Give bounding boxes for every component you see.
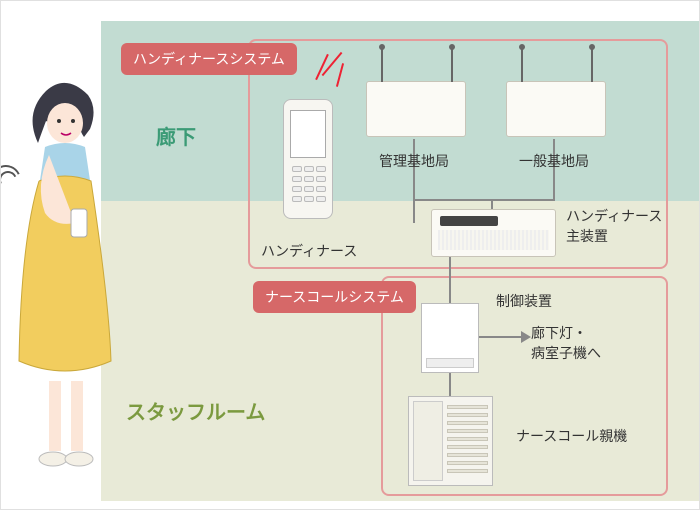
antenna-icon xyxy=(381,48,383,82)
wire xyxy=(479,336,521,338)
label-base-mgmt: 管理基地局 xyxy=(379,151,449,171)
nursecall-system-pill: ナースコールシステム xyxy=(253,281,416,313)
device-handset xyxy=(283,99,333,219)
zone-staffroom-label: スタッフルーム xyxy=(126,396,265,425)
antenna-icon xyxy=(451,48,453,82)
device-base-mgmt xyxy=(366,81,466,137)
label-base-gen: 一般基地局 xyxy=(519,151,589,171)
wire xyxy=(449,373,451,397)
device-control xyxy=(421,303,479,373)
device-main-unit xyxy=(431,209,556,257)
wire xyxy=(413,199,555,201)
handy-system-pill: ハンディナースシステム xyxy=(121,43,297,75)
device-base-gen xyxy=(506,81,606,137)
label-control: 制御装置 xyxy=(496,291,552,311)
diagram-canvas: 廊下 スタッフルーム ハンディナースシステム ナースコールシステム xyxy=(0,0,700,510)
arrow-to-lamp xyxy=(521,331,531,343)
device-parent xyxy=(408,396,493,486)
label-main-unit: ハンディナース 主装置 xyxy=(566,206,662,246)
label-handset: ハンディナース xyxy=(261,241,357,261)
antenna-icon xyxy=(591,48,593,82)
label-parent: ナースコール親機 xyxy=(516,426,627,446)
antenna-icon xyxy=(521,48,523,82)
nurse-illustration xyxy=(1,81,126,491)
label-to-lamp: 廊下灯・ 病室子機へ xyxy=(531,323,601,363)
wire xyxy=(449,257,451,305)
zone-corridor-label: 廊下 xyxy=(156,121,196,150)
